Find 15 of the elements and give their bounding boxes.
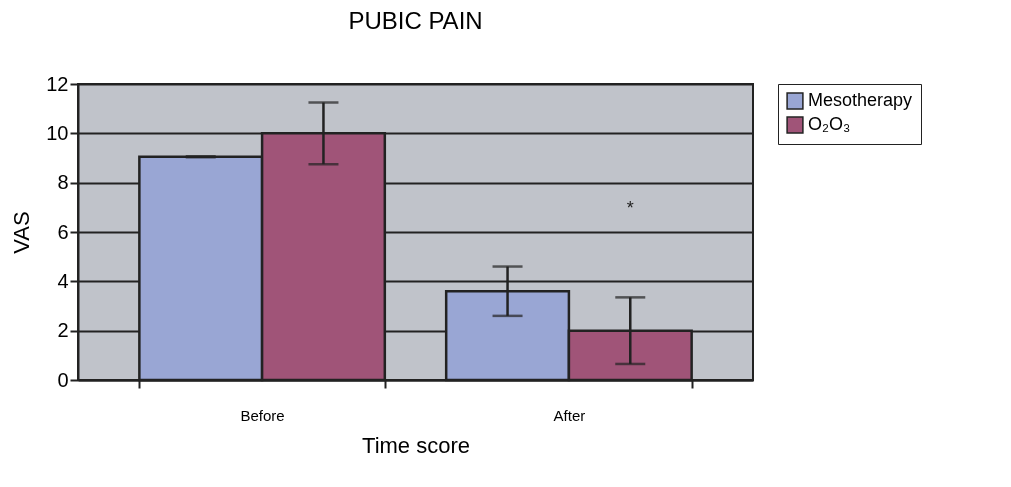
y-axis-title: VAS — [9, 211, 35, 254]
legend-label: O₂O₃ — [808, 114, 851, 134]
y-tick-label: 12 — [46, 72, 69, 95]
y-tick-label: 2 — [57, 319, 69, 342]
annotation: * — [626, 198, 634, 218]
y-tick-label: 10 — [46, 121, 69, 144]
y-tick-label: 6 — [57, 220, 69, 243]
y-tick-label: 8 — [57, 171, 69, 194]
x-tick-label: After — [553, 406, 586, 424]
chart-title: PUBIC PAIN — [348, 7, 483, 34]
legend-label: Mesotherapy — [808, 90, 913, 110]
x-axis-title: Time score — [362, 432, 470, 458]
y-tick-label: 0 — [57, 368, 69, 391]
x-tick-label: Before — [240, 406, 285, 424]
y-tick-label: 4 — [57, 269, 69, 292]
